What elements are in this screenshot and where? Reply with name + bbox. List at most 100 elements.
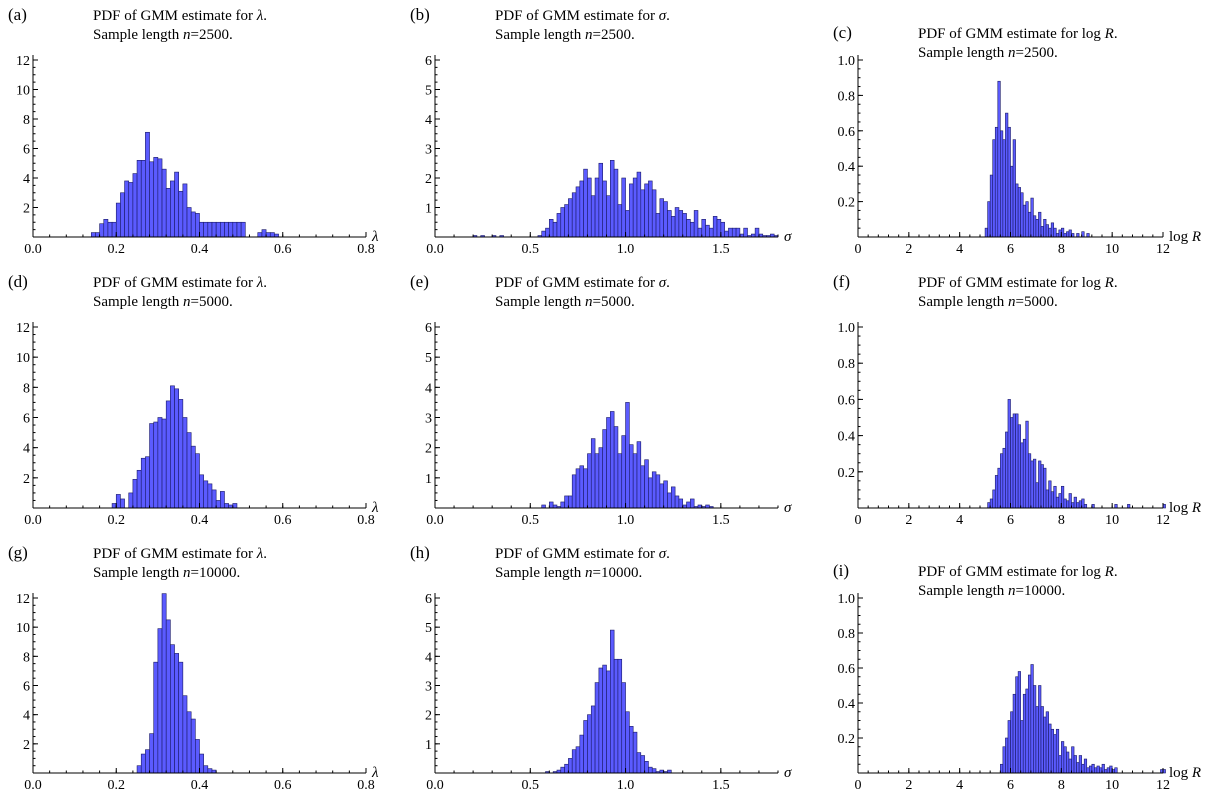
x-tick-label: 0.0: [24, 513, 42, 528]
histogram-bar: [690, 498, 695, 509]
panel-letter: (b): [410, 5, 430, 24]
histogram-bar: [140, 753, 146, 774]
histogram-bar: [128, 182, 134, 238]
x-axis-label: σ: [784, 765, 792, 781]
histogram-bar: [613, 168, 619, 238]
histogram-bar: [587, 714, 592, 774]
histogram-bar: [265, 232, 271, 238]
histogram-bar: [103, 219, 109, 238]
histogram-bar: [720, 221, 725, 238]
histogram-bar: [1027, 211, 1032, 238]
histogram-bar: [240, 221, 246, 238]
x-tick-label: 0: [855, 242, 862, 257]
x-tick-label: 0.0: [24, 242, 42, 257]
histogram-bar: [99, 223, 105, 238]
x-tick-label: 12: [1156, 513, 1170, 528]
histogram-bar: [1007, 720, 1011, 774]
histogram-bar: [754, 227, 760, 238]
histogram-bar: [195, 213, 200, 238]
chart-title-line2: Sample length n=10000.: [495, 565, 642, 581]
x-tick-label: 2: [905, 242, 912, 257]
y-tick-label: 5: [425, 351, 432, 366]
y-tick-label: 1: [425, 202, 432, 217]
y-tick-label: 12: [16, 321, 30, 336]
chart-panel: (i) PDF of GMM estimate for log R. Sample …: [833, 561, 1201, 793]
histogram-bar: [701, 219, 706, 238]
histogram-bar: [579, 465, 584, 509]
histogram-bar: [1002, 139, 1006, 238]
histogram-bar: [1086, 233, 1090, 238]
histogram-bar: [1063, 746, 1067, 774]
histogram-bar: [724, 230, 729, 238]
histogram-bar: [651, 189, 657, 238]
y-tick-label: 0.6: [838, 662, 856, 677]
histogram-bar: [1055, 496, 1060, 509]
histogram-bar: [1012, 693, 1016, 774]
histogram-bar: [1055, 233, 1060, 238]
histogram-bar: [987, 201, 991, 238]
histogram-bar: [735, 227, 741, 238]
histogram-bar: [199, 474, 204, 509]
x-tick-label: 0.4: [191, 778, 209, 793]
y-tick-label: 1.0: [838, 321, 856, 336]
histogram-bar: [1015, 676, 1019, 774]
chart-title-line1: PDF of GMM estimate for log R.: [918, 275, 1118, 291]
histogram-bar: [182, 417, 188, 509]
histogram-bar: [1025, 201, 1029, 238]
histogram-bar: [1030, 460, 1034, 509]
x-axis-label: log R: [1169, 229, 1201, 245]
histogram-bar: [111, 503, 117, 509]
histogram-bar: [1066, 231, 1070, 238]
histogram-bar: [1083, 758, 1088, 774]
x-tick-label: 0.4: [191, 242, 209, 257]
y-tick-label: 1.0: [838, 54, 856, 69]
y-tick-label: 6: [425, 54, 432, 69]
histogram-bar: [1017, 424, 1021, 509]
histogram-bar: [115, 202, 121, 238]
y-tick-label: 8: [23, 113, 30, 128]
y-tick-label: 10: [16, 621, 30, 636]
histogram-bar: [606, 195, 611, 238]
panel-letter: (f): [833, 272, 850, 291]
histogram-bar: [997, 467, 1001, 509]
histogram-bar: [140, 160, 146, 238]
histogram-bar: [651, 471, 657, 509]
histogram-bar: [709, 227, 714, 238]
histogram-bar: [1022, 693, 1027, 774]
x-axis-label: λ: [371, 500, 379, 516]
histogram-bar: [157, 158, 163, 238]
histogram-bar: [1010, 417, 1014, 509]
histogram-bar: [1073, 496, 1077, 509]
histogram-bar: [1063, 233, 1067, 238]
chart-title-line2: Sample length n=2500.: [918, 45, 1058, 61]
histogram-bar: [140, 457, 146, 509]
x-tick-label: 2: [905, 513, 912, 528]
panel-letter: (e): [410, 272, 429, 291]
histogram-bar: [625, 402, 630, 509]
histogram-bar: [629, 444, 634, 509]
histogram-bar: [1076, 762, 1080, 774]
histogram-bar: [178, 661, 184, 774]
y-tick-label: 0.2: [838, 732, 856, 747]
histogram-bar: [224, 221, 229, 238]
histogram-bar: [1017, 671, 1021, 774]
y-tick-label: 1: [425, 472, 432, 487]
panel-letter: (g): [8, 543, 28, 562]
histogram-bar: [195, 453, 200, 509]
histogram-bar: [610, 629, 615, 774]
histogram-bar: [203, 221, 209, 238]
histogram-bar: [220, 221, 225, 238]
histogram-bar: [1007, 399, 1011, 509]
histogram-bar: [587, 177, 592, 238]
x-axis-label: λ: [371, 765, 379, 781]
histogram-bar: [625, 711, 630, 774]
histogram-bar: [1025, 688, 1029, 774]
y-tick-label: 0.6: [838, 393, 856, 408]
x-tick-label: 4: [956, 242, 963, 257]
x-tick-label: 2: [905, 778, 912, 793]
histogram-bar: [165, 619, 171, 774]
histogram-bar: [549, 501, 554, 509]
y-tick-label: 6: [425, 321, 432, 336]
chart-title-line2: Sample length n=2500.: [495, 27, 635, 43]
